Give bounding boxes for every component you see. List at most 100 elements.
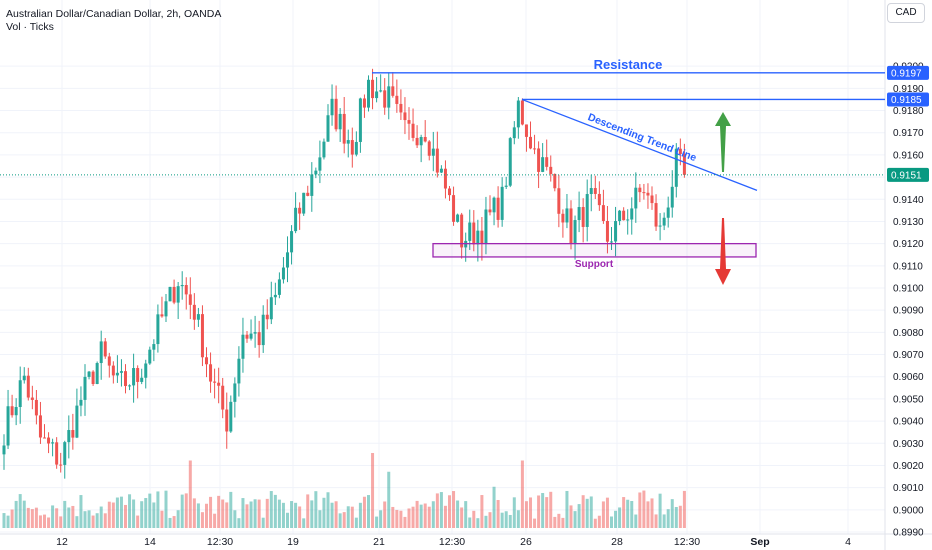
- trend-line-label: Descending Trend Line: [586, 111, 698, 164]
- price-tick-label: 0.9040: [893, 417, 924, 428]
- volume-bar: [492, 486, 496, 528]
- candle-body: [520, 100, 524, 125]
- candle-body: [281, 267, 285, 280]
- support-zone[interactable]: [432, 242, 757, 258]
- candle-body: [99, 341, 103, 364]
- time-tick-label: 12:30: [439, 536, 465, 548]
- candle-body: [601, 205, 605, 221]
- volume-bar: [273, 494, 277, 528]
- volume-bar: [605, 497, 609, 528]
- volume-bar: [217, 495, 221, 528]
- candle-body: [277, 279, 281, 295]
- candle-body: [383, 90, 387, 108]
- candle-body: [176, 286, 180, 303]
- price-tick-label: 0.9030: [893, 439, 924, 450]
- price-tick-label: 0.9020: [893, 461, 924, 472]
- volume-bar: [302, 518, 306, 528]
- volume-bar: [383, 501, 387, 528]
- time-tick-label: 19: [287, 536, 299, 548]
- volume-bar: [286, 512, 289, 528]
- candle-body: [83, 376, 87, 400]
- candle-body: [286, 252, 289, 268]
- candle-body: [674, 148, 678, 187]
- volume-bar: [375, 516, 379, 528]
- candle-body: [156, 314, 160, 345]
- candle-body: [273, 294, 277, 298]
- candle-body: [30, 397, 34, 400]
- volume-bar: [205, 503, 208, 528]
- candle-body: [435, 148, 439, 173]
- time-tick-label: 12: [56, 536, 68, 548]
- volume-bar: [630, 501, 634, 528]
- volume-bar: [362, 496, 366, 528]
- volume-bar: [103, 513, 107, 528]
- candle-body: [148, 349, 152, 364]
- volume-bar: [22, 500, 26, 528]
- volume-bar: [338, 513, 342, 528]
- candle-body: [472, 222, 476, 245]
- volume-bar: [257, 499, 261, 528]
- volume-bar: [87, 510, 91, 528]
- volume-bar: [581, 495, 585, 528]
- volume-bar: [91, 515, 95, 528]
- candle-body: [172, 286, 176, 303]
- volume-bar: [662, 514, 666, 528]
- candle-body: [2, 445, 6, 455]
- candle-body: [375, 91, 379, 99]
- candle-body: [622, 210, 626, 221]
- volume-bar: [6, 515, 10, 528]
- candle-body: [460, 214, 464, 248]
- candle-body: [545, 157, 549, 167]
- volume-bar: [265, 498, 269, 528]
- volume-bar: [55, 508, 59, 528]
- candle-body: [342, 113, 346, 144]
- time-axis[interactable]: 12 14 12:30 19 21 12:30 26 28 12:30 Sep 4: [56, 536, 851, 548]
- volume-bar: [435, 493, 439, 528]
- candle-body: [213, 381, 217, 383]
- candle-body: [63, 442, 67, 465]
- price-tick-label: 0.9130: [893, 217, 924, 228]
- volume-bar: [367, 495, 370, 528]
- candle-body: [456, 214, 460, 222]
- volume-indicator-label[interactable]: Vol · Ticks: [6, 21, 54, 33]
- candle-body: [605, 220, 609, 242]
- candle-body: [367, 79, 370, 108]
- candle-body: [379, 90, 383, 92]
- volume-bar: [484, 515, 488, 528]
- volume-bar: [119, 496, 123, 528]
- volume-bar: [391, 506, 395, 528]
- volume-bar: [642, 490, 646, 528]
- volume-bar: [403, 516, 407, 528]
- candle-body: [618, 210, 622, 222]
- volume-bar: [443, 505, 447, 528]
- candle-body: [180, 285, 184, 287]
- price-axis[interactable]: 0.8990 0.9000 0.9010 0.9020 0.9030 0.9040 0.90…: [893, 62, 924, 539]
- volume-bar: [221, 499, 225, 528]
- candle-body: [91, 371, 95, 385]
- candle-body: [666, 207, 670, 218]
- volume-bar: [99, 506, 103, 528]
- currency-button[interactable]: CAD: [887, 3, 925, 23]
- candle-body: [577, 207, 581, 221]
- candle-body: [152, 344, 156, 350]
- candle-body: [391, 86, 395, 96]
- time-tick-label: 26: [520, 536, 532, 548]
- volume-bar: [34, 507, 38, 528]
- candle-body: [79, 399, 83, 406]
- candle-body: [144, 363, 148, 378]
- candle-body: [553, 173, 557, 189]
- volume-bar: [233, 510, 237, 528]
- candle-body: [549, 166, 553, 174]
- candle-body: [350, 140, 354, 155]
- volume-bar: [128, 494, 132, 528]
- volume-bar: [184, 493, 188, 528]
- candle-body: [221, 385, 225, 410]
- volume-bar: [569, 505, 573, 528]
- candle-body: [638, 187, 642, 193]
- candle-body: [310, 174, 314, 196]
- candle-body: [128, 385, 132, 387]
- volume-bar: [480, 495, 484, 528]
- time-tick-label: 12:30: [674, 536, 700, 548]
- symbol-title[interactable]: Australian Dollar/Canadian Dollar, 2h, O…: [6, 8, 222, 20]
